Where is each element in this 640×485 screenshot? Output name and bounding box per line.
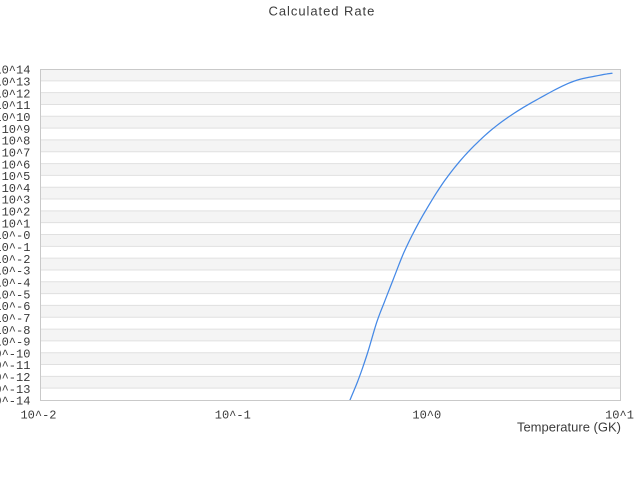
svg-text:10^6: 10^6 [2, 158, 31, 172]
svg-text:10^-2: 10^-2 [0, 253, 30, 267]
svg-text:10^1: 10^1 [2, 217, 31, 231]
svg-text:10^-13: 10^-13 [0, 383, 30, 397]
svg-text:10^0: 10^0 [412, 409, 441, 423]
svg-text:10^-1: 10^-1 [215, 409, 251, 423]
svg-text:10^12: 10^12 [0, 87, 30, 101]
svg-text:10^2: 10^2 [2, 206, 31, 220]
svg-text:10^-6: 10^-6 [0, 300, 30, 314]
svg-text:10^-8: 10^-8 [0, 324, 30, 338]
svg-text:Temperature (GK): Temperature (GK) [517, 420, 621, 435]
svg-text:10^3: 10^3 [2, 194, 31, 208]
svg-text:Calculated Rate: Calculated Rate [269, 4, 376, 19]
svg-text:10^5: 10^5 [2, 170, 31, 184]
svg-text:10^-14: 10^-14 [0, 395, 30, 409]
svg-text:10^14: 10^14 [0, 64, 30, 78]
svg-text:10^-2: 10^-2 [20, 409, 56, 423]
svg-text:10^1: 10^1 [605, 409, 634, 423]
svg-text:10^-11: 10^-11 [0, 359, 30, 373]
svg-text:10^-9: 10^-9 [0, 336, 30, 350]
svg-text:10^-4: 10^-4 [0, 276, 30, 290]
svg-text:10^13: 10^13 [0, 76, 30, 90]
svg-text:10^7: 10^7 [2, 146, 31, 160]
svg-text:10^11: 10^11 [0, 99, 30, 113]
svg-text:10^-0: 10^-0 [0, 229, 30, 243]
svg-text:10^-3: 10^-3 [0, 265, 30, 279]
svg-text:10^10: 10^10 [0, 111, 30, 125]
svg-text:10^-7: 10^-7 [0, 312, 30, 326]
svg-text:10^4: 10^4 [2, 182, 31, 196]
svg-text:10^-1: 10^-1 [0, 241, 30, 255]
svg-text:10^-5: 10^-5 [0, 288, 30, 302]
svg-text:10^8: 10^8 [2, 135, 31, 149]
svg-text:10^-10: 10^-10 [0, 347, 30, 361]
svg-text:10^9: 10^9 [2, 123, 31, 137]
svg-text:10^-12: 10^-12 [0, 371, 30, 385]
